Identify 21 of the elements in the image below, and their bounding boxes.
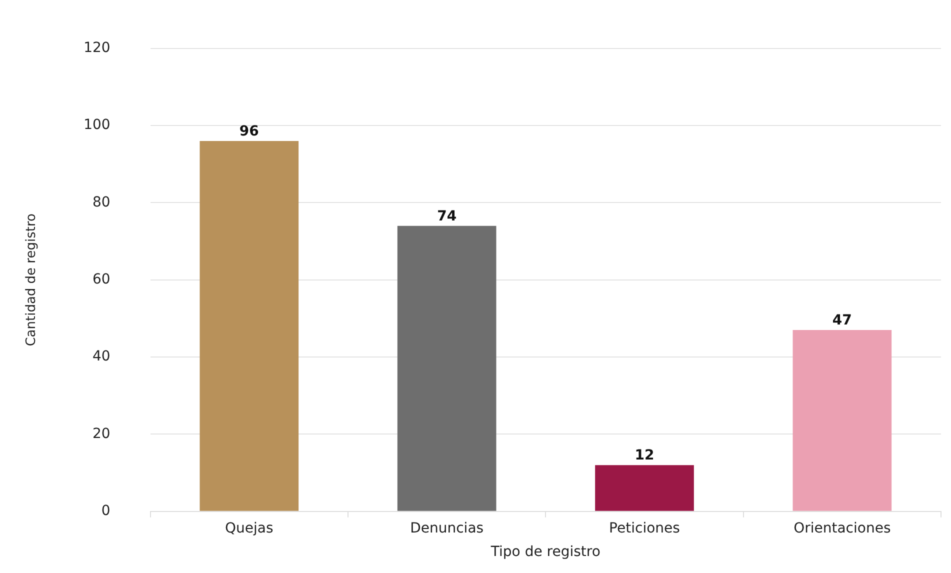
data-label: 47 xyxy=(832,312,852,329)
bar xyxy=(397,226,496,511)
data-label: 12 xyxy=(634,448,654,464)
y-tick-label: 0 xyxy=(101,503,110,520)
y-tick-label: 20 xyxy=(92,426,110,442)
bar xyxy=(792,330,892,511)
x-axis-title: Tipo de registro xyxy=(490,544,600,560)
y-tick-label: 80 xyxy=(92,194,110,210)
x-tick-label: Quejas xyxy=(225,520,274,536)
y-tick-label: 60 xyxy=(92,272,110,288)
y-axis-title: Cantidad de registro xyxy=(24,213,40,346)
x-tick-label: Orientaciones xyxy=(794,520,891,536)
y-tick-label: 100 xyxy=(84,117,110,134)
x-tick-label: Denuncias xyxy=(410,520,484,536)
data-label: 74 xyxy=(437,208,457,225)
bar xyxy=(595,465,694,511)
y-tick-label: 40 xyxy=(92,348,110,365)
x-tick-label: Peticiones xyxy=(609,520,680,536)
y-tick-label: 120 xyxy=(84,40,110,56)
data-label: 96 xyxy=(239,124,259,140)
bar xyxy=(200,141,299,511)
